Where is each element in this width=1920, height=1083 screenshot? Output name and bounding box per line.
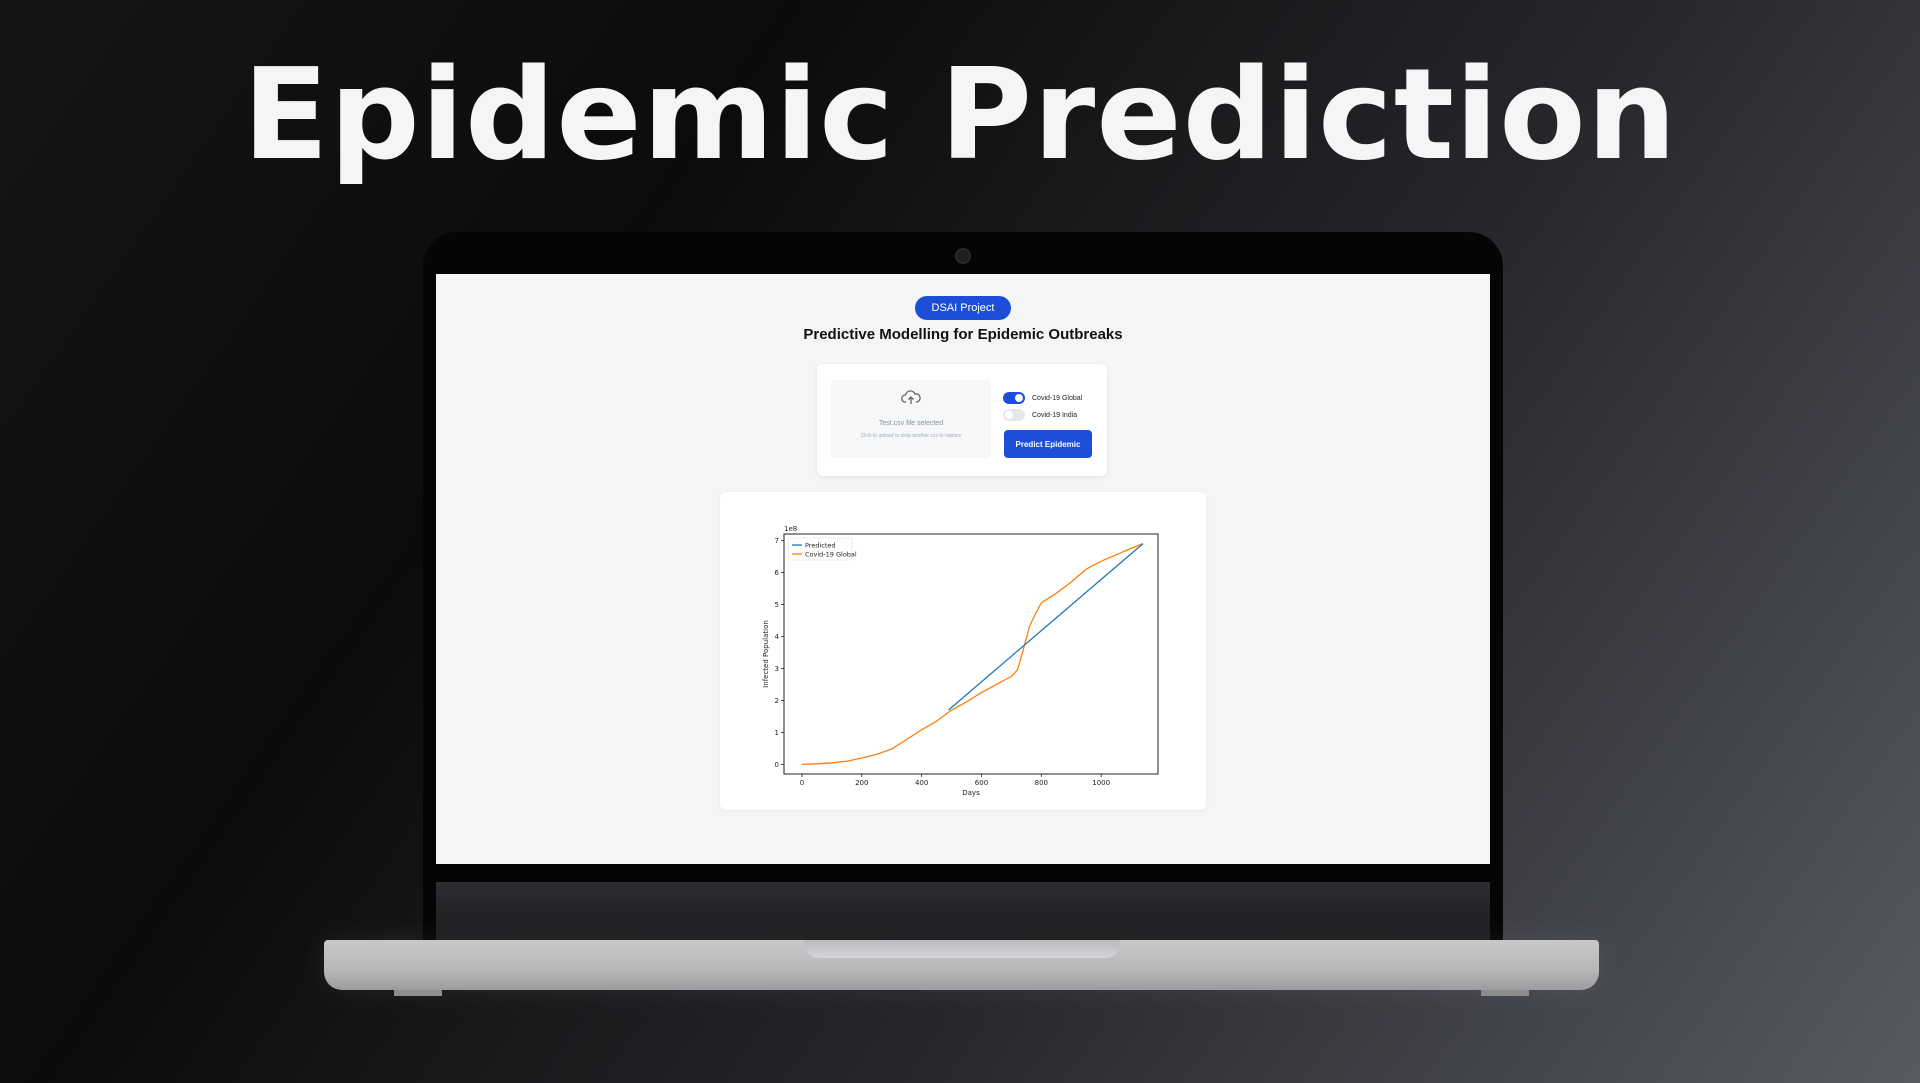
y-tick-label: 3 [775, 665, 779, 673]
series-line-0 [948, 543, 1144, 711]
toggle-covid-india[interactable] [1003, 409, 1025, 421]
headline: Epidemic Prediction [242, 41, 1678, 188]
y-tick-label: 6 [775, 569, 780, 577]
laptop-base [324, 940, 1599, 996]
chart-card: 0 200 400 600 800 1000 0 1 2 3 4 5 6 7 1e8 Days Infected… [720, 492, 1206, 810]
upload-status: Test.csv file selected [878, 420, 944, 427]
y-tick-label: 2 [775, 697, 779, 705]
axis-scale-label: 1e8 [784, 525, 797, 533]
x-axis-label: Days [962, 789, 980, 797]
file-dropzone[interactable]: Test.csv file selected Click to upload o… [831, 380, 991, 458]
y-tick-label: 1 [775, 729, 779, 737]
legend-entry: Covid-19 Global [805, 551, 857, 559]
toggle-label-global: Covid-19 Global [1032, 394, 1083, 402]
series-line-1 [801, 542, 1144, 766]
legend-box [787, 537, 853, 561]
laptop: DSAI Project Predictive Modelling for Ep… [423, 232, 1503, 944]
predict-epidemic-button[interactable]: Predict Epidemic [1004, 430, 1092, 458]
y-tick-label: 5 [775, 601, 779, 609]
upload-hint: Click to upload or drop another csv to r… [860, 433, 962, 439]
y-tick-label: 0 [775, 761, 779, 769]
input-panel: Test.csv file selected Click to upload o… [817, 364, 1107, 476]
legend-entry: Predicted [805, 542, 836, 550]
page-title: Predictive Modelling for Epidemic Outbre… [803, 326, 1123, 343]
x-tick-label: 400 [915, 779, 928, 787]
x-tick-label: 800 [1035, 779, 1048, 787]
toggle-row-india: Covid-19 India [1003, 408, 1077, 422]
project-badge: DSAI Project [915, 296, 1011, 320]
x-tick-label: 0 [800, 779, 804, 787]
y-tick-label: 4 [775, 633, 780, 641]
cloud-upload-icon [901, 390, 921, 404]
x-tick-label: 200 [855, 779, 868, 787]
laptop-foot [1481, 990, 1529, 996]
x-tick-label: 600 [975, 779, 988, 787]
trackpad-notch [804, 940, 1120, 958]
y-tick-label: 7 [775, 537, 779, 545]
laptop-screen: DSAI Project Predictive Modelling for Ep… [436, 274, 1490, 864]
x-tick-label: 1000 [1092, 779, 1110, 787]
toggle-row-global: Covid-19 Global [1003, 391, 1082, 405]
y-axis-label: Infected Population [762, 620, 770, 688]
plot-frame [783, 533, 1159, 775]
toggle-covid-global[interactable] [1003, 392, 1025, 404]
camera-icon [955, 248, 971, 264]
epidemic-chart: 0 200 400 600 800 1000 0 1 2 3 4 5 6 7 1e8 Days Infected… [762, 525, 1159, 797]
toggle-label-india: Covid-19 India [1032, 411, 1078, 419]
laptop-foot [394, 990, 442, 996]
screen-reflection [436, 882, 1490, 940]
